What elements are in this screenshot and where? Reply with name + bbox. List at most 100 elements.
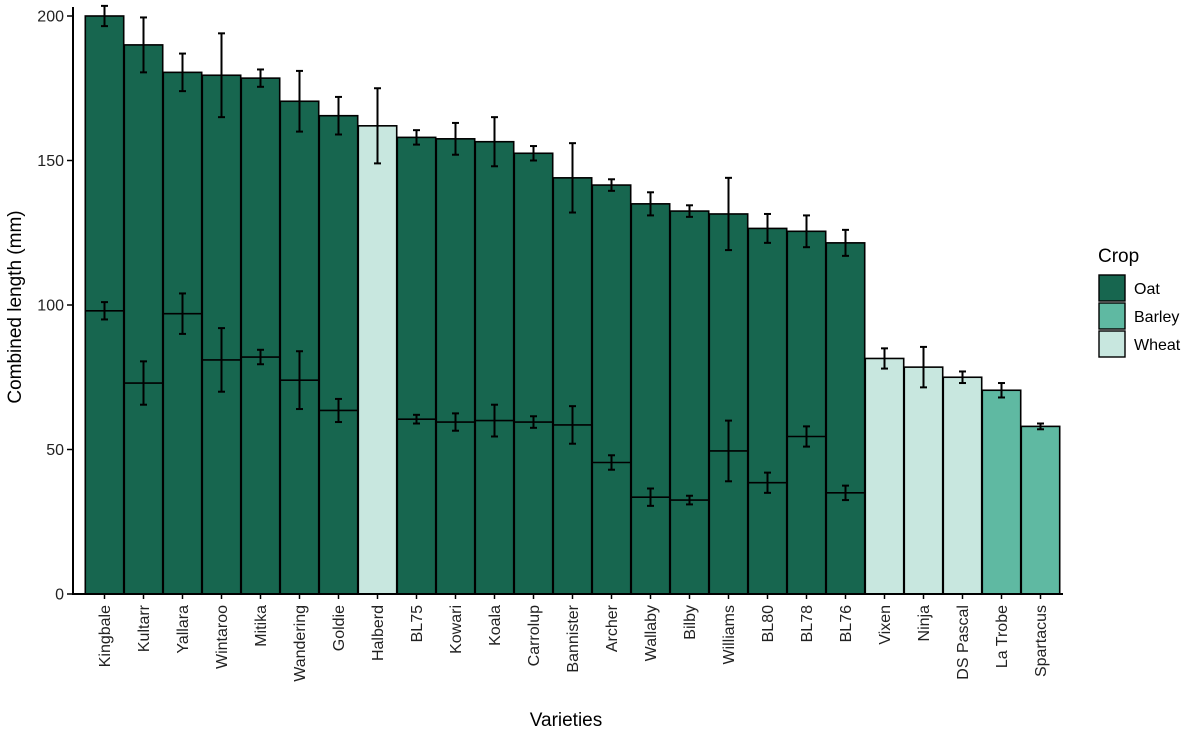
- bar-17: [747, 227, 788, 595]
- x-tick-label-4: Mitika: [253, 605, 270, 647]
- y-axis-title: Combined length (mm): [5, 210, 26, 403]
- bars-layer: [84, 15, 1061, 595]
- x-tick-label-15: Bilby: [682, 605, 699, 640]
- bar-21: [903, 366, 944, 595]
- error-bar-22: [959, 370, 966, 385]
- segment-error-bar-1: [140, 360, 147, 406]
- x-tick-label-11: Carrolup: [526, 605, 543, 666]
- x-tick-label-10: Koala: [487, 605, 504, 646]
- legend-entries: Oat Barley Wheat: [1098, 274, 1181, 358]
- segment-error-bar-9: [452, 412, 459, 432]
- bar-9: [435, 138, 476, 595]
- legend-item-oat: Oat: [1098, 274, 1160, 302]
- x-tick-label-3: Wintaroo: [214, 605, 231, 669]
- legend-label-wheat: Wheat: [1134, 337, 1181, 354]
- segment-error-bar-12: [569, 405, 576, 445]
- y-ticks-layer: 0 50 100 150 200: [37, 9, 73, 604]
- error-bar-23: [998, 382, 1005, 399]
- error-bar-9: [452, 121, 459, 156]
- x-tick-label-14: Wallaby: [643, 605, 660, 661]
- bar-24: [1020, 425, 1061, 595]
- error-bar-8: [413, 129, 420, 146]
- error-bar-24: [1037, 422, 1044, 431]
- legend-title: Crop: [1098, 246, 1139, 267]
- x-tick-label-17: BL80: [760, 605, 777, 642]
- bar-11: [513, 152, 554, 595]
- legend-swatch-barley: [1098, 302, 1126, 330]
- segment-error-bar-2: [179, 292, 186, 335]
- legend-swatch-oat: [1098, 274, 1126, 302]
- segment-error-bar-17: [764, 471, 771, 494]
- segment-error-bar-0: [101, 301, 108, 321]
- x-tick-label-8: BL75: [409, 605, 426, 642]
- y-tick-label-1: 50: [46, 442, 64, 459]
- bar-15: [669, 210, 710, 595]
- segment-error-bar-8: [413, 413, 420, 425]
- x-tick-label-18: BL78: [799, 605, 816, 642]
- y-tick-label-2: 100: [37, 298, 64, 315]
- error-bar-21: [920, 345, 927, 389]
- error-bar-19: [842, 228, 849, 257]
- error-bar-13: [608, 178, 615, 192]
- error-bar-1: [140, 16, 147, 74]
- bar-4: [240, 77, 281, 595]
- error-bar-3: [218, 32, 225, 119]
- segment-error-bar-6: [335, 397, 342, 424]
- x-ticks-layer: Kingbale Kultarr Yallara Wintaroo Mitika Wand…: [97, 594, 1050, 682]
- x-tick-label-22: DS Pascal: [955, 605, 972, 680]
- bar-12: [552, 177, 593, 595]
- bar-5: [279, 100, 320, 595]
- x-tick-label-16: Williams: [721, 605, 738, 665]
- x-tick-label-2: Yallara: [175, 605, 192, 654]
- x-tick-label-20: Vixen: [877, 605, 894, 645]
- segment-error-bar-19: [842, 484, 849, 502]
- error-bar-12: [569, 142, 576, 214]
- error-bar-11: [530, 145, 537, 162]
- error-bar-5: [296, 69, 303, 133]
- legend-item-barley: Barley: [1098, 302, 1179, 330]
- x-tick-label-5: Wandering: [292, 605, 309, 682]
- segment-error-bar-14: [647, 487, 654, 507]
- bar-14: [630, 203, 671, 595]
- error-bar-17: [764, 212, 771, 244]
- error-bar-7: [374, 87, 381, 165]
- bar-10: [474, 140, 515, 595]
- error-bar-18: [803, 214, 810, 249]
- segment-error-bar-15: [686, 494, 693, 506]
- error-bar-6: [335, 95, 342, 136]
- error-bar-15: [686, 204, 693, 218]
- error-bar-14: [647, 191, 654, 217]
- x-axis-title: Varieties: [530, 710, 603, 731]
- bar-20: [864, 357, 905, 595]
- bar-7: [357, 125, 398, 595]
- segment-error-bar-11: [530, 415, 537, 429]
- y-tick-label-3: 150: [37, 153, 64, 170]
- bar-16: [708, 213, 749, 595]
- segment-error-bar-16: [725, 419, 732, 483]
- axes-layer: [72, 7, 1063, 595]
- x-tick-label-7: Halberd: [370, 605, 387, 661]
- error-bar-10: [491, 116, 498, 168]
- x-tick-label-0: Kingbale: [97, 605, 114, 667]
- segment-error-bar-5: [296, 350, 303, 411]
- bar-8: [396, 136, 437, 595]
- x-tick-label-19: BL76: [838, 605, 855, 642]
- bar-13: [591, 184, 632, 595]
- bar-23: [981, 389, 1022, 595]
- legend-item-wheat: Wheat: [1098, 330, 1181, 358]
- bar-22: [942, 376, 983, 595]
- x-tick-label-24: Spartacus: [1033, 605, 1050, 677]
- y-tick-label-0: 0: [55, 587, 64, 604]
- bar-6: [318, 114, 359, 595]
- segment-error-bar-3: [218, 327, 225, 393]
- segment-error-bar-4: [257, 348, 264, 366]
- bar-1: [123, 44, 164, 595]
- x-tick-label-6: Goldie: [331, 605, 348, 651]
- error-bar-0: [101, 4, 108, 28]
- legend-label-oat: Oat: [1134, 281, 1160, 298]
- legend: Crop Oat Barley Wheat: [1098, 246, 1181, 358]
- bar-18: [786, 230, 827, 595]
- legend-swatch-wheat: [1098, 330, 1126, 358]
- segment-error-bar-10: [491, 403, 498, 438]
